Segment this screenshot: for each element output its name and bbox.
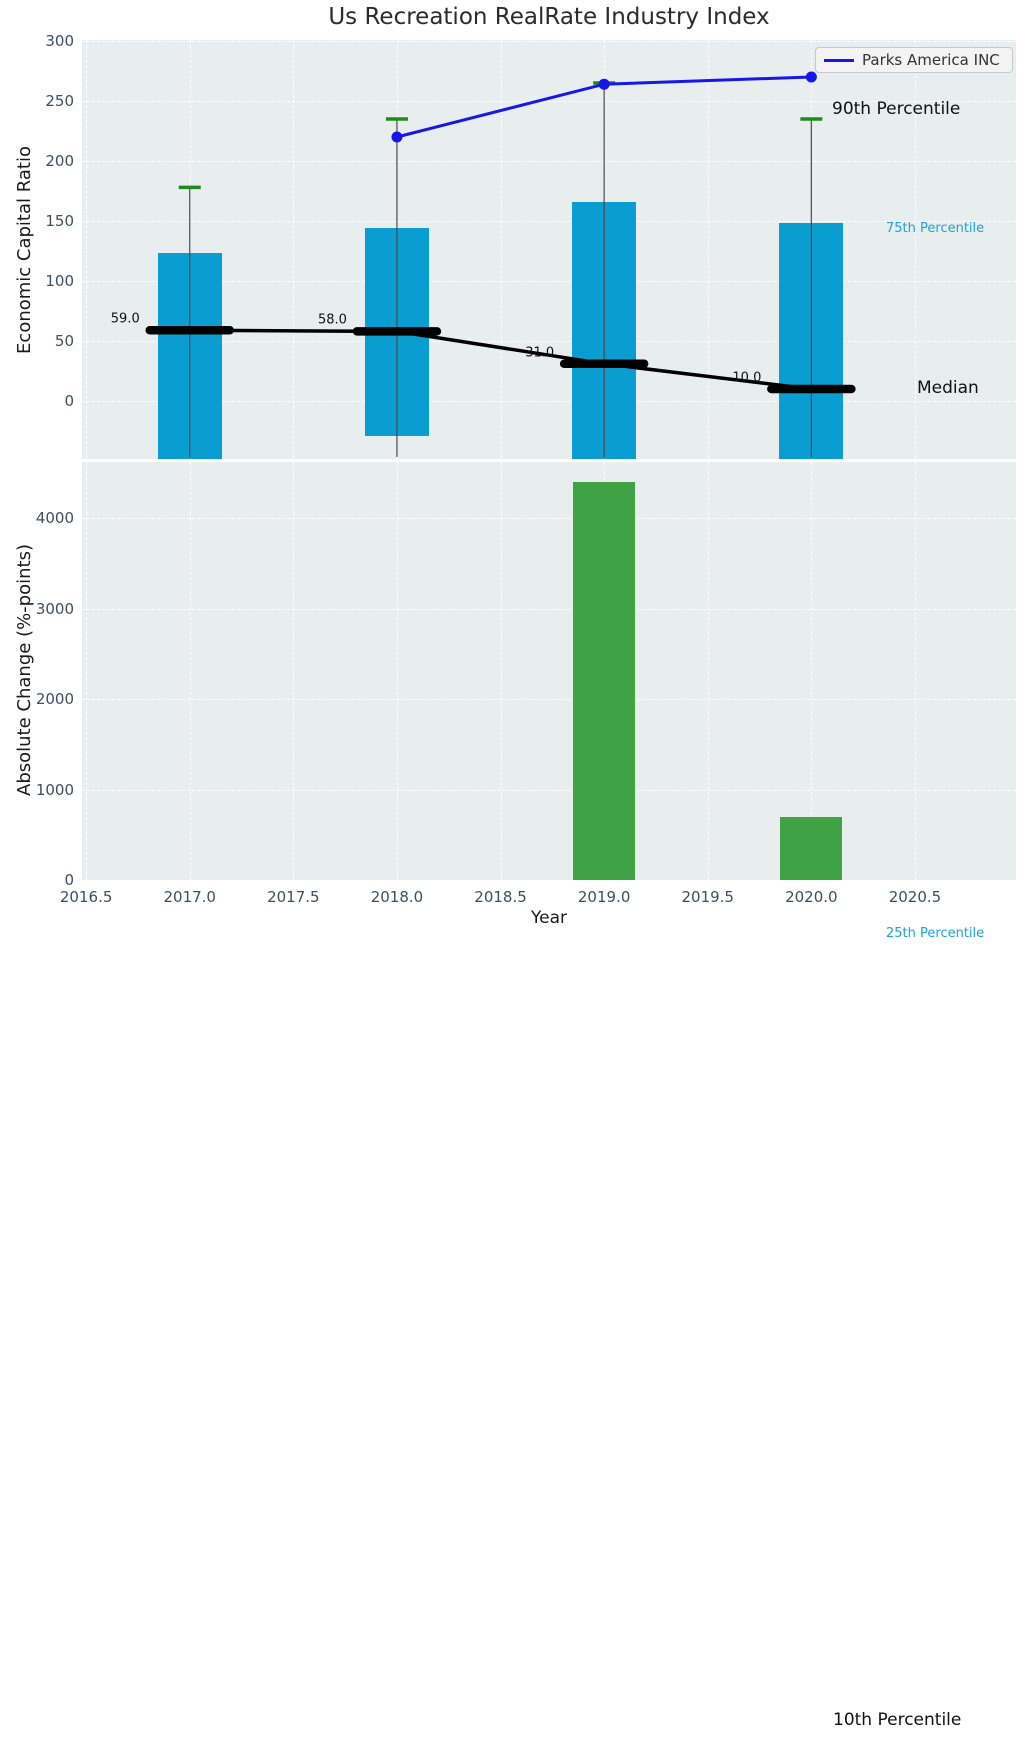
top-y-tick-150: 150 — [45, 212, 74, 230]
bottom-y-tick-4000: 4000 — [35, 509, 74, 527]
label-90th-percentile: 90th Percentile — [832, 99, 961, 119]
top-y-axis-label: Economic Capital Ratio — [14, 146, 35, 354]
x-tick-2019.0: 2019.0 — [577, 888, 631, 906]
gridline-vertical — [914, 40, 916, 459]
x-tick-2018.0: 2018.0 — [370, 888, 424, 906]
gridline-vertical — [86, 40, 88, 459]
company-point-2018 — [391, 131, 403, 143]
bottom-subplot-axes — [82, 462, 1016, 880]
median-value-label-2019: 31.0 — [525, 345, 555, 361]
top-subplot-marks — [145, 71, 856, 457]
gridline-vertical — [707, 462, 709, 880]
bottom-y-tick-1000: 1000 — [35, 780, 74, 799]
gridline-vertical — [500, 462, 502, 880]
change-bar-2019 — [573, 481, 636, 880]
label-median: Median — [917, 378, 979, 398]
x-tick-2016.5: 2016.5 — [59, 888, 113, 906]
top-y-tick-200: 200 — [45, 152, 74, 170]
gridline-vertical — [189, 462, 191, 880]
gridline-horizontal — [82, 789, 1016, 791]
gridline-horizontal — [82, 281, 1016, 282]
bottom-y-tick-3000: 3000 — [35, 599, 74, 618]
bottom-y-tick-0: 0 — [64, 871, 74, 889]
legend-label: Parks America INC — [862, 51, 1000, 69]
gridline-horizontal — [82, 699, 1016, 700]
label-10th-percentile: 10th Percentile — [833, 1710, 962, 1730]
top-y-tick-250: 250 — [45, 92, 74, 110]
top-y-tick-0: 0 — [64, 392, 74, 410]
company-point-2020 — [805, 71, 817, 83]
x-tick-2019.5: 2019.5 — [681, 888, 734, 906]
label-75th-percentile: 75th Percentile — [886, 221, 985, 236]
top-y-tick-100: 100 — [45, 272, 74, 290]
gridline-vertical — [86, 462, 88, 880]
top-y-tick-50: 50 — [54, 332, 74, 350]
gridline-vertical — [811, 462, 813, 880]
gridline-vertical — [500, 40, 502, 459]
x-tick-2017.0: 2017.0 — [163, 888, 216, 906]
gridline-horizontal — [82, 161, 1016, 162]
gridline-horizontal — [82, 401, 1016, 402]
legend: Parks America INC — [815, 47, 1013, 73]
x-tick-2017.5: 2017.5 — [267, 888, 320, 906]
gridline-vertical — [914, 462, 916, 880]
gridline-horizontal — [82, 101, 1016, 102]
chart-title: Us Recreation RealRate Industry Index — [328, 4, 770, 30]
top-subplot-axes — [82, 40, 1016, 459]
company-point-2019 — [598, 78, 610, 90]
gridline-horizontal — [82, 41, 1016, 42]
gridline-vertical — [707, 40, 709, 459]
x-tick-2020.5: 2020.5 — [888, 888, 942, 906]
gridline-vertical — [293, 462, 295, 880]
bottom-y-tick-2000: 2000 — [35, 690, 74, 708]
label-25th-percentile: 25th Percentile — [886, 926, 985, 941]
legend-line-sample-icon — [824, 58, 854, 62]
gridline-vertical — [293, 40, 295, 459]
x-axis-label: Year — [531, 908, 567, 928]
median-line — [189, 328, 812, 391]
top-y-tick-300: 300 — [45, 32, 74, 50]
gridline-horizontal — [82, 518, 1016, 519]
gridline-vertical — [396, 462, 398, 880]
gridline-horizontal — [82, 608, 1016, 610]
change-bar-2020 — [780, 816, 843, 880]
median-value-label-2020: 10.0 — [732, 370, 762, 386]
gridline-horizontal — [82, 341, 1016, 342]
bottom-y-axis-label: Absolute Change (%-points) — [14, 544, 35, 796]
gridline-horizontal — [82, 221, 1016, 222]
x-tick-2018.5: 2018.5 — [474, 888, 527, 906]
x-tick-2020.0: 2020.0 — [785, 888, 838, 906]
median-value-label-2018: 58.0 — [317, 312, 347, 328]
median-value-label-2017: 59.0 — [110, 311, 140, 327]
